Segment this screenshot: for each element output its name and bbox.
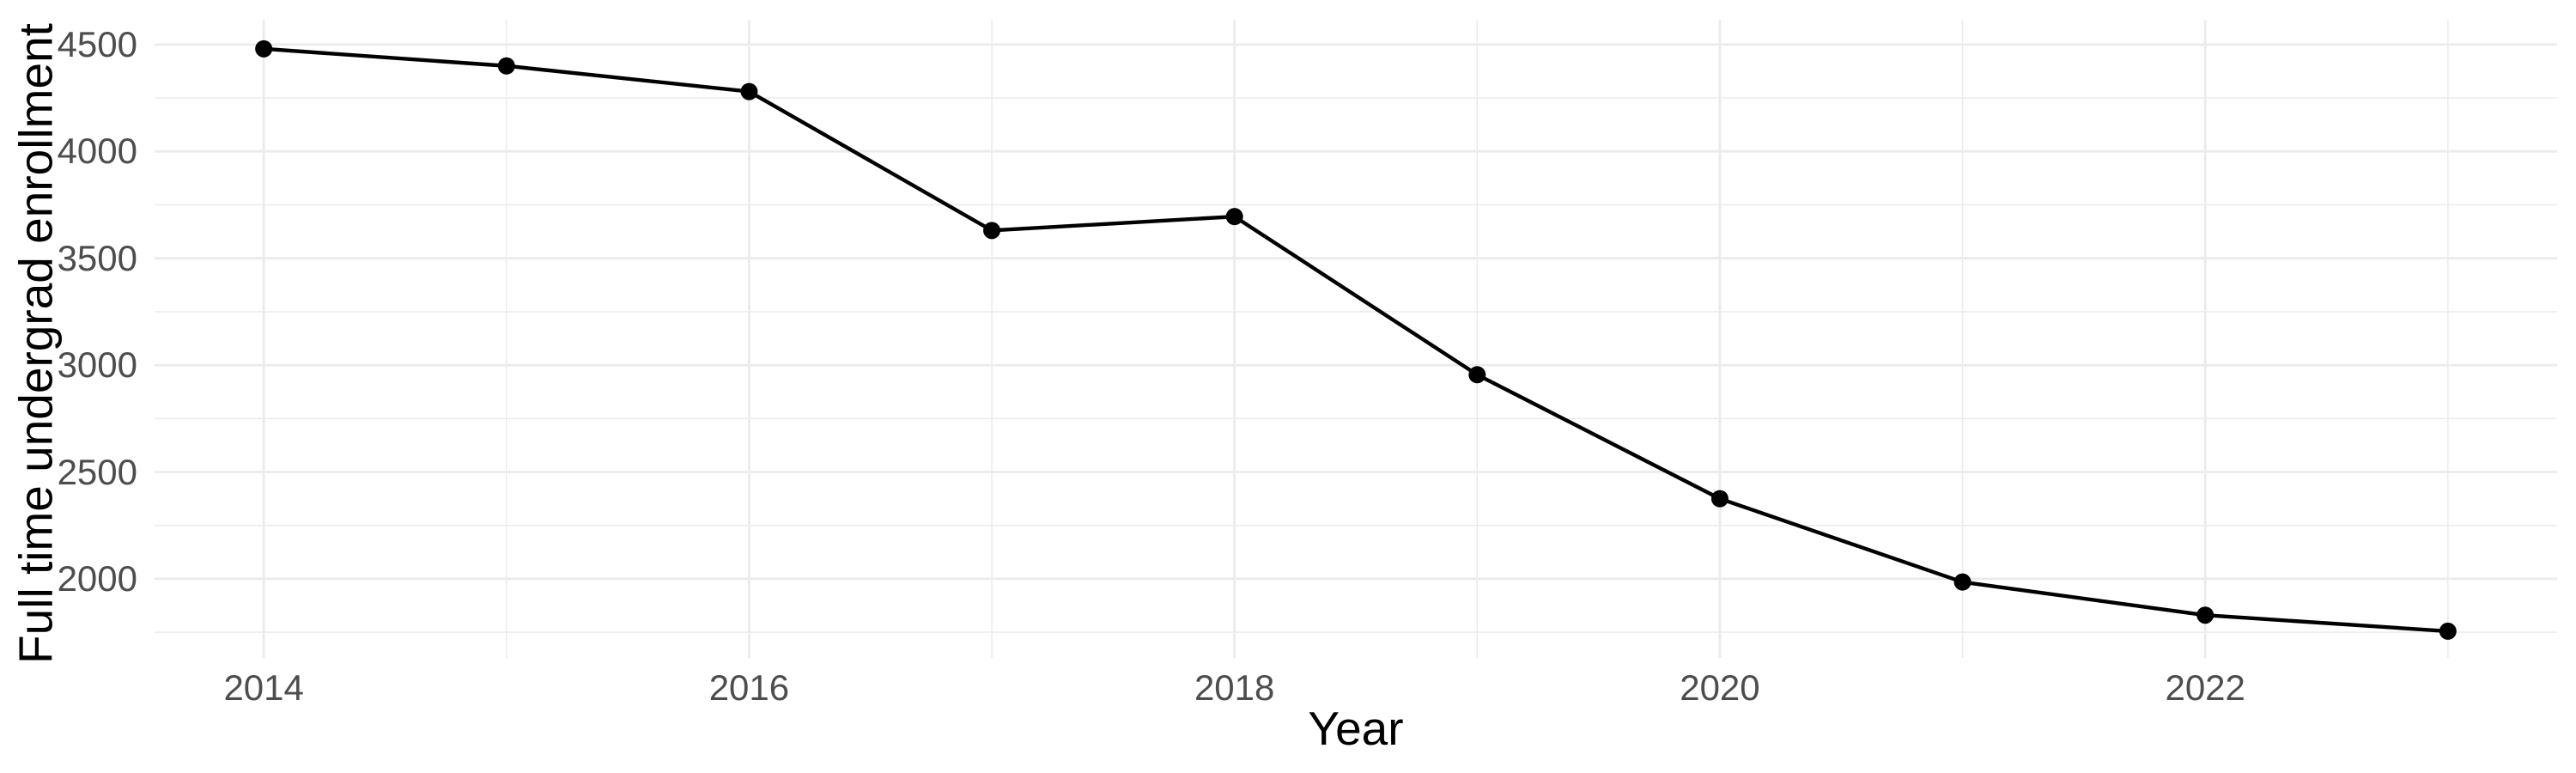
y-axis-tick-label: 2500 — [57, 451, 137, 492]
x-axis-title: Year — [1308, 702, 1404, 755]
y-axis-tick-label: 4500 — [57, 23, 137, 64]
y-axis-tick-label: 3000 — [57, 344, 137, 386]
x-axis-tick-label: 2022 — [2165, 667, 2245, 708]
enrollment-series-line — [264, 46, 2448, 634]
data-point-2019 — [1468, 366, 1486, 384]
data-point-2014 — [255, 40, 273, 58]
y-axis-tick-label: 4000 — [57, 131, 137, 172]
y-axis-tick-label: 2000 — [57, 557, 137, 599]
data-point-2016 — [740, 82, 758, 100]
x-axis-tick-label: 2016 — [708, 667, 790, 708]
data-point-2017 — [983, 222, 1001, 240]
data-point-2018 — [1225, 208, 1243, 226]
data-point-2015 — [497, 57, 515, 75]
y-axis-tick-label: 3500 — [57, 237, 137, 278]
data-point-2023 — [2439, 622, 2457, 640]
x-axis-tick-label: 2014 — [223, 667, 304, 708]
data-point-2022 — [2196, 606, 2215, 624]
data-point-2020 — [1710, 490, 1728, 508]
x-axis-tick-label: 2018 — [1194, 667, 1275, 708]
x-axis-tick-label: 2020 — [1680, 667, 1760, 708]
data-point-2021 — [1953, 573, 1971, 591]
